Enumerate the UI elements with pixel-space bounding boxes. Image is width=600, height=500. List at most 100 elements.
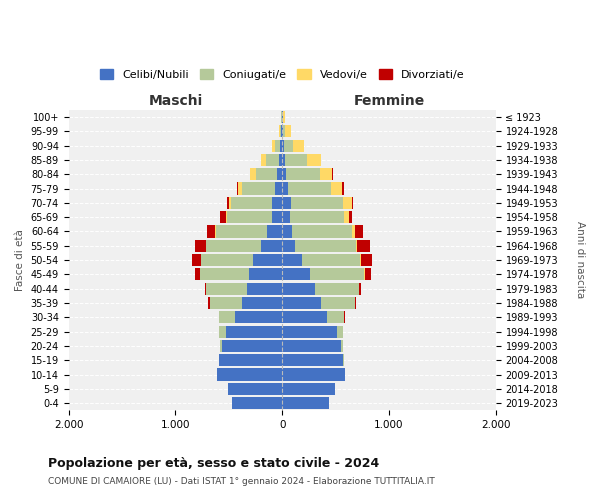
Bar: [275, 140, 280, 151]
Bar: [283, 126, 286, 138]
Bar: [231, 197, 272, 209]
Bar: [282, 268, 310, 280]
Bar: [220, 211, 226, 224]
Bar: [355, 226, 364, 237]
Bar: [361, 254, 372, 266]
Text: Maschi: Maschi: [148, 94, 203, 108]
Bar: [282, 226, 292, 237]
Bar: [282, 282, 315, 295]
Bar: [267, 226, 282, 237]
Bar: [349, 211, 352, 224]
Bar: [242, 182, 275, 194]
Bar: [228, 382, 282, 395]
Bar: [280, 140, 282, 151]
Y-axis label: Anni di nascita: Anni di nascita: [575, 222, 585, 298]
Bar: [358, 240, 370, 252]
Bar: [332, 168, 334, 180]
Bar: [284, 140, 293, 151]
Bar: [226, 326, 282, 338]
Bar: [282, 397, 329, 409]
Bar: [279, 154, 282, 166]
Bar: [232, 397, 282, 409]
Bar: [283, 111, 284, 123]
Bar: [327, 311, 344, 324]
Text: Popolazione per età, sesso e stato civile - 2024: Popolazione per età, sesso e stato civil…: [48, 458, 379, 470]
Bar: [207, 226, 215, 237]
Bar: [282, 197, 291, 209]
Bar: [360, 254, 361, 266]
Bar: [282, 354, 343, 366]
Bar: [219, 311, 235, 324]
Bar: [206, 240, 261, 252]
Bar: [302, 254, 360, 266]
Bar: [282, 254, 302, 266]
Bar: [286, 168, 320, 180]
Bar: [205, 282, 206, 295]
Bar: [253, 254, 282, 266]
Bar: [291, 197, 343, 209]
Bar: [272, 211, 282, 224]
Bar: [282, 326, 337, 338]
Bar: [292, 226, 352, 237]
Bar: [219, 354, 282, 366]
Bar: [196, 268, 200, 280]
Bar: [356, 240, 358, 252]
Bar: [282, 154, 286, 166]
Bar: [282, 240, 295, 252]
Bar: [217, 368, 282, 380]
Bar: [287, 182, 331, 194]
Bar: [282, 211, 290, 224]
Bar: [195, 240, 206, 252]
Bar: [343, 197, 352, 209]
Bar: [331, 182, 342, 194]
Bar: [277, 168, 282, 180]
Bar: [220, 340, 223, 352]
Bar: [341, 340, 343, 352]
Bar: [223, 340, 282, 352]
Bar: [282, 311, 327, 324]
Bar: [310, 268, 364, 280]
Bar: [201, 254, 253, 266]
Bar: [282, 168, 286, 180]
Bar: [226, 211, 227, 224]
Bar: [293, 140, 304, 151]
Bar: [282, 382, 335, 395]
Bar: [290, 211, 344, 224]
Bar: [208, 297, 209, 309]
Bar: [342, 182, 344, 194]
Bar: [344, 211, 349, 224]
Bar: [282, 340, 341, 352]
Bar: [315, 282, 359, 295]
Bar: [235, 311, 282, 324]
Bar: [266, 154, 279, 166]
Y-axis label: Fasce di età: Fasce di età: [15, 229, 25, 291]
Bar: [272, 197, 282, 209]
Bar: [282, 126, 283, 138]
Bar: [352, 197, 353, 209]
Bar: [219, 326, 226, 338]
Bar: [200, 268, 249, 280]
Bar: [282, 140, 284, 151]
Bar: [238, 182, 242, 194]
Bar: [355, 297, 356, 309]
Bar: [307, 154, 320, 166]
Bar: [320, 168, 332, 180]
Bar: [279, 126, 280, 138]
Bar: [352, 226, 355, 237]
Text: COMUNE DI CAMAIORE (LU) - Dati ISTAT 1° gennaio 2024 - Elaborazione TUTTITALIA.I: COMUNE DI CAMAIORE (LU) - Dati ISTAT 1° …: [48, 478, 435, 486]
Bar: [337, 326, 343, 338]
Bar: [286, 126, 291, 138]
Bar: [250, 168, 256, 180]
Bar: [282, 297, 320, 309]
Bar: [275, 182, 282, 194]
Bar: [242, 297, 282, 309]
Bar: [280, 126, 281, 138]
Bar: [256, 168, 277, 180]
Legend: Celibi/Nubili, Coniugati/e, Vedovi/e, Divorziati/e: Celibi/Nubili, Coniugati/e, Vedovi/e, Di…: [95, 64, 469, 84]
Bar: [320, 297, 355, 309]
Bar: [192, 254, 201, 266]
Bar: [261, 154, 266, 166]
Bar: [261, 240, 282, 252]
Bar: [249, 268, 282, 280]
Bar: [365, 268, 371, 280]
